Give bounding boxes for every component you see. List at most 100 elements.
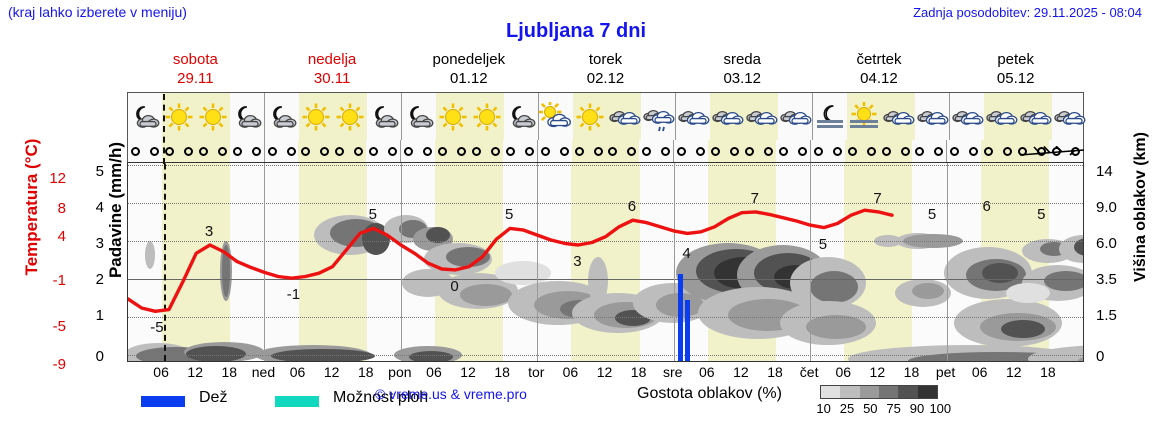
x-tick-label: 06	[971, 364, 988, 380]
calm-wind-icon	[847, 146, 857, 156]
wind-symbol-cell	[503, 140, 537, 162]
cloud-icon	[710, 93, 744, 140]
x-tick-label: pon	[388, 364, 412, 380]
calm-wind-icon	[797, 146, 807, 156]
calm-wind-icon	[661, 146, 671, 156]
location-hint: (kraj lahko izberete v meniju)	[8, 4, 187, 20]
x-tick-label: 06	[426, 364, 442, 380]
moon-cloud-icon	[264, 93, 299, 140]
day-header-ponedeljek: ponedeljek 01.12	[400, 50, 537, 90]
calm-wind-icon	[232, 146, 242, 156]
day-date: 30.11	[313, 70, 351, 87]
cloud-density-tick: 90	[909, 401, 925, 416]
cloud-density-tick: 50	[863, 401, 878, 416]
x-tick-label: 18	[630, 364, 647, 380]
wind-symbol-cell	[332, 140, 367, 162]
wind-symbol-cell	[776, 140, 810, 162]
x-tick-label: 06	[835, 364, 852, 380]
calm-wind-icon	[456, 146, 466, 156]
cloud-density-tick: 10	[816, 401, 831, 416]
cloud-drizzle-icon	[641, 93, 675, 140]
calm-wind-icon	[183, 146, 193, 156]
day-name: četrtek	[856, 51, 902, 68]
wind-symbol-cell	[400, 140, 435, 162]
cloud-icon	[881, 93, 915, 140]
wind-symbol-cell	[605, 140, 640, 162]
calm-wind-icon	[354, 146, 364, 156]
cloud-density-label: Gostota oblakov (%)	[637, 385, 782, 402]
sun-icon	[436, 93, 470, 140]
calm-wind-icon	[744, 146, 754, 156]
meteogram-plot[interactable]: -5 3 -1 5 0 5 3 6 4 7 5 7 5 6 5	[127, 162, 1084, 362]
cloud-density-scale	[820, 385, 938, 399]
x-tick-label: 12	[460, 364, 476, 380]
cloud-density-tick: 100	[929, 401, 952, 416]
sun-icon	[333, 93, 367, 140]
day-date: 01.12	[450, 70, 488, 87]
calm-wind-icon	[423, 146, 433, 156]
calm-wind-icon	[950, 146, 960, 156]
cloud-height-tick: 9.0	[1096, 199, 1117, 216]
cloud-density-swatch	[859, 386, 879, 398]
wind-symbol-cell	[366, 140, 400, 162]
x-tick-label: 12	[869, 364, 886, 380]
day-separator	[946, 163, 948, 361]
calm-wind-icon	[267, 146, 277, 156]
day-separator	[810, 163, 812, 361]
temperature-tick: 12	[49, 170, 66, 187]
sun-fog-icon	[847, 93, 881, 140]
calm-wind-icon	[574, 146, 584, 156]
day-separator	[400, 163, 402, 361]
calm-wind-icon	[320, 146, 330, 156]
calm-wind-icon	[934, 146, 944, 156]
day-header-sreda: sreda 03.12	[674, 50, 811, 90]
wind-symbol-cell	[195, 140, 230, 162]
wind-symbol-cell	[809, 140, 845, 162]
x-tick-label: tor	[528, 364, 545, 380]
day-date: 03.12	[723, 70, 761, 87]
x-tick-label: 18	[903, 364, 920, 380]
weather-icon-strip	[127, 92, 1086, 140]
rain-swatch	[141, 396, 185, 407]
calm-wind-icon	[778, 146, 788, 156]
cloud-density-shading	[128, 215, 1083, 361]
temperature-value-label: 5	[368, 206, 377, 224]
day-header-nedelja: nedelja 30.11	[264, 50, 401, 90]
calm-wind-icon	[608, 146, 618, 156]
temperature-value-label: 3	[204, 223, 214, 241]
copyright-link[interactable]: © vreme.us & vreme.pro	[375, 386, 527, 402]
precipitation-tick: 3	[95, 235, 104, 252]
showers-legend-label: Možnost ploh	[333, 389, 429, 406]
x-tick-label: pet	[935, 364, 956, 380]
day-name: petek	[997, 51, 1035, 68]
calm-wind-icon	[437, 146, 447, 156]
showers-swatch	[275, 396, 319, 407]
temperature-value-label: 5	[818, 236, 828, 254]
cloud-axis-title: Višina oblakov (km)	[1132, 132, 1149, 282]
calm-wind-icon	[369, 146, 379, 156]
day-date: 04.12	[860, 70, 898, 87]
temperature-tick: 4	[57, 228, 66, 245]
cloud-density-swatch	[917, 386, 937, 398]
calm-wind-icon	[627, 146, 637, 156]
day-name: sobota	[172, 51, 218, 68]
calm-wind-icon	[540, 146, 550, 156]
day-separator	[673, 163, 675, 361]
calm-wind-icon	[404, 146, 414, 156]
cloud-density-swatch	[878, 386, 899, 398]
sun-icon	[196, 93, 230, 140]
precipitation-tick: 5	[95, 163, 104, 180]
calm-wind-icon	[593, 146, 603, 156]
current-time-marker-extension	[163, 94, 166, 164]
temperature-value-label: -5	[150, 319, 164, 337]
moon-fog-icon	[812, 93, 847, 140]
sun-icon	[470, 93, 504, 140]
wind-symbol-cell	[536, 140, 572, 162]
calm-wind-icon	[164, 146, 174, 156]
cloud-height-tick: 14	[1096, 163, 1113, 180]
calm-wind-icon	[505, 146, 515, 156]
temperature-tick: -5	[52, 318, 66, 335]
cloud-density-swatch	[840, 386, 860, 398]
x-tick-label: 12	[733, 364, 749, 380]
temperature-value-label: 0	[450, 277, 459, 295]
